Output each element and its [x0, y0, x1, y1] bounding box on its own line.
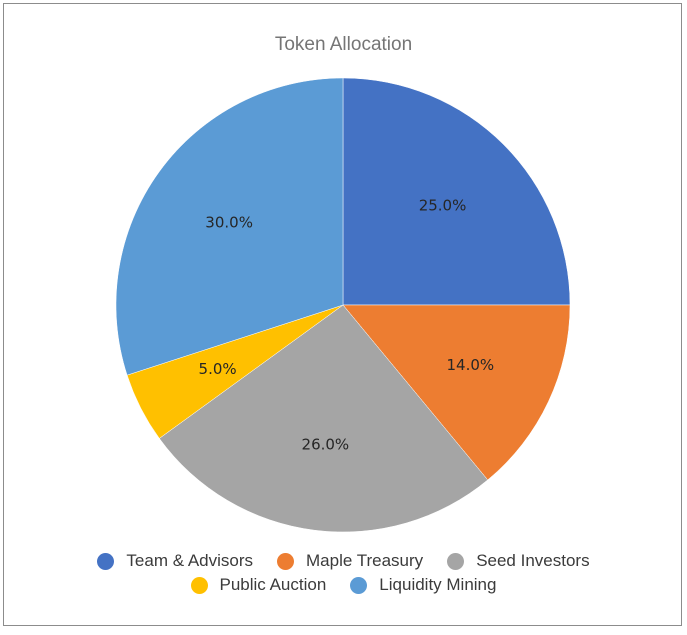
legend-swatch-icon: [277, 552, 295, 570]
data-label: 25.0%: [419, 196, 467, 214]
legend-label: Liquidity Mining: [379, 575, 497, 594]
data-label: 14.0%: [447, 356, 495, 374]
data-label: 30.0%: [205, 213, 253, 231]
legend-swatch-icon: [190, 576, 208, 594]
legend-label: Maple Treasury: [306, 551, 424, 570]
legend-item-seed-investors[interactable]: Seed Investors: [447, 551, 590, 571]
chart-title: Token Allocation: [274, 34, 413, 55]
legend-item-maple-treasury[interactable]: Maple Treasury: [277, 551, 423, 571]
pie-slice-maple-treasury[interactable]: [342, 304, 571, 481]
legend-item-team-advisors[interactable]: Team & Advisors: [97, 551, 253, 571]
legend-label: Public Auction: [219, 575, 327, 594]
legend-item-public-auction[interactable]: Public Auction: [190, 575, 327, 595]
pie-slice-seed-investors[interactable]: [159, 304, 489, 533]
legend-swatch-icon: [350, 576, 368, 594]
legend-swatch-icon: [447, 552, 465, 570]
legend-row-1: Team & Advisors Maple Treasury Seed Inve…: [0, 551, 687, 571]
legend-item-liquidity-mining[interactable]: Liquidity Mining: [350, 575, 496, 595]
data-label: 26.0%: [302, 436, 350, 454]
legend-swatch-icon: [97, 552, 115, 570]
legend-label: Seed Investors: [476, 551, 590, 570]
legend-row-2: Public Auction Liquidity Mining: [0, 575, 687, 595]
pie-slice-liquidity-mining[interactable]: [115, 77, 344, 376]
legend-label: Team & Advisors: [126, 551, 254, 570]
pie-slice-team-advisors[interactable]: [342, 77, 571, 306]
data-label: 5.0%: [199, 360, 237, 378]
